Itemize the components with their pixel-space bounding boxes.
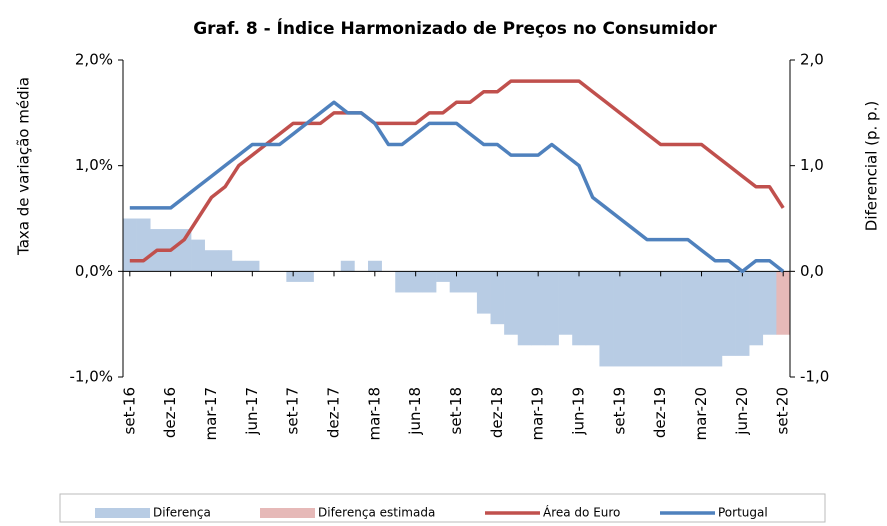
bar <box>572 271 587 346</box>
y2-tick-label: 1,0 <box>800 156 824 174</box>
bar <box>667 271 682 367</box>
legend-swatch <box>95 508 150 518</box>
bar <box>476 271 491 314</box>
x-tick-label: jun-19 <box>570 387 588 436</box>
bar <box>735 271 750 356</box>
y2-tick-label: 2,0 <box>800 51 824 69</box>
bar <box>708 271 723 367</box>
x-tick-label: set-19 <box>610 387 628 434</box>
x-tick-label: mar-19 <box>529 387 547 441</box>
x-tick-label: dez-19 <box>651 387 669 438</box>
bar <box>681 271 696 367</box>
x-tick-label: jun-18 <box>406 387 424 436</box>
x-tick-label: set-20 <box>774 387 792 434</box>
bar <box>504 271 519 335</box>
bar <box>231 260 246 272</box>
bar <box>299 271 314 282</box>
bar <box>585 271 600 346</box>
bar <box>218 250 233 272</box>
bar <box>191 239 205 272</box>
bar <box>749 271 764 346</box>
bar <box>368 260 382 272</box>
y2-axis-label: Diferencial (p. p.) <box>863 101 881 231</box>
y-tick-label: 1,0% <box>75 156 113 174</box>
x-tick-label: mar-17 <box>202 387 220 441</box>
bar <box>640 271 655 367</box>
bar <box>136 218 151 272</box>
x-tick-label: mar-18 <box>365 387 383 441</box>
bar <box>422 271 437 293</box>
x-tick-label: dez-17 <box>324 387 342 438</box>
bar <box>177 229 192 272</box>
bar <box>449 271 464 293</box>
x-tick-label: set-18 <box>447 387 465 434</box>
bar <box>123 218 137 272</box>
bar <box>694 271 709 367</box>
bar <box>463 271 478 293</box>
x-tick-label: set-16 <box>120 387 138 434</box>
bar <box>613 271 627 367</box>
bar <box>776 271 791 335</box>
x-tick-label: mar-20 <box>692 387 710 441</box>
y-axis-label: Taxa de variação média <box>15 77 33 256</box>
bar <box>517 271 532 346</box>
x-tick-label: dez-18 <box>488 387 506 438</box>
bar <box>408 271 423 293</box>
bar <box>204 250 219 272</box>
legend-label: Diferença estimada <box>318 506 435 520</box>
bar <box>721 271 736 356</box>
legend-label: Diferença <box>153 506 211 520</box>
bar <box>490 271 505 325</box>
bar <box>558 271 573 335</box>
bar <box>544 271 559 346</box>
legend-swatch <box>260 508 315 518</box>
bar <box>653 271 668 367</box>
y2-tick-label: 0,0 <box>800 262 824 280</box>
legend-label: Portugal <box>718 506 768 520</box>
x-tick-label: set-17 <box>284 387 302 434</box>
x-tick-label: dez-16 <box>161 387 179 438</box>
bar <box>436 271 450 282</box>
line <box>129 100 785 274</box>
bar <box>245 260 260 272</box>
y-tick-label: -1,0% <box>69 368 113 386</box>
y2-tick-label: -1,0 <box>800 368 829 386</box>
y-tick-label: 2,0% <box>75 51 113 69</box>
bar <box>531 271 546 346</box>
bar <box>340 260 355 272</box>
bar <box>599 271 614 367</box>
bar <box>626 271 641 367</box>
line <box>129 79 785 263</box>
x-tick-label: jun-20 <box>733 387 751 436</box>
bar <box>762 271 777 335</box>
legend-label: Área do Euro <box>543 505 620 520</box>
x-tick-label: jun-17 <box>243 387 261 436</box>
chart-title: Graf. 8 - Índice Harmonizado de Preços n… <box>193 17 717 39</box>
bar <box>286 271 301 282</box>
legend-box <box>59 493 826 523</box>
y-tick-label: 0,0% <box>75 262 113 280</box>
bar <box>395 271 410 293</box>
